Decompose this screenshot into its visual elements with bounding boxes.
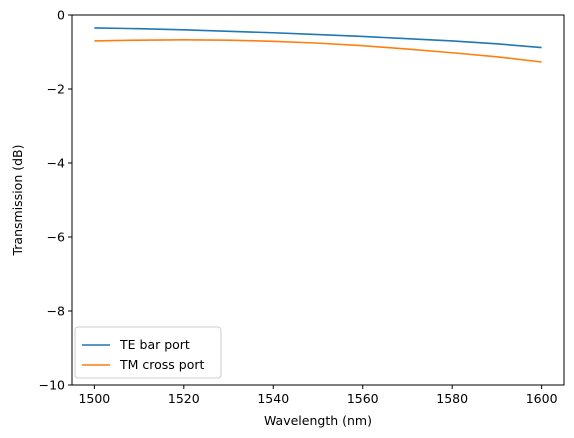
x-tick-label: 1520 [168,391,200,406]
y-tick-label: −8 [47,304,65,319]
y-tick-label: 0 [57,8,65,23]
y-tick-label: −10 [39,378,65,393]
plot-frame [71,14,565,386]
legend-label-te-bar-port: TE bar port [119,337,190,352]
y-tick-label: −6 [47,230,65,245]
y-tick-label: −4 [47,156,65,171]
x-axis: 1500 1520 1540 1560 1580 1600 [78,385,558,406]
x-tick-label: 1500 [78,391,110,406]
x-tick-label: 1580 [436,391,468,406]
y-tick-label: −2 [47,82,65,97]
legend-label-tm-cross-port: TM cross port [119,357,204,372]
series-line-tm-cross-port [94,38,542,63]
plot-area [72,15,564,385]
series-layer [94,27,542,63]
x-tick-label: 1600 [526,391,558,406]
series-line-te-bar-port [94,27,542,49]
legend-box [74,326,222,379]
x-tick-label: 1540 [257,391,289,406]
legend: TE bar port TM cross port [74,326,222,379]
x-tick-label: 1560 [347,391,379,406]
y-axis-label: Transmission (dB) [10,145,25,257]
x-axis-label: Wavelength (nm) [264,413,372,428]
y-axis: −10 −8 −6 −4 −2 0 [39,8,72,393]
